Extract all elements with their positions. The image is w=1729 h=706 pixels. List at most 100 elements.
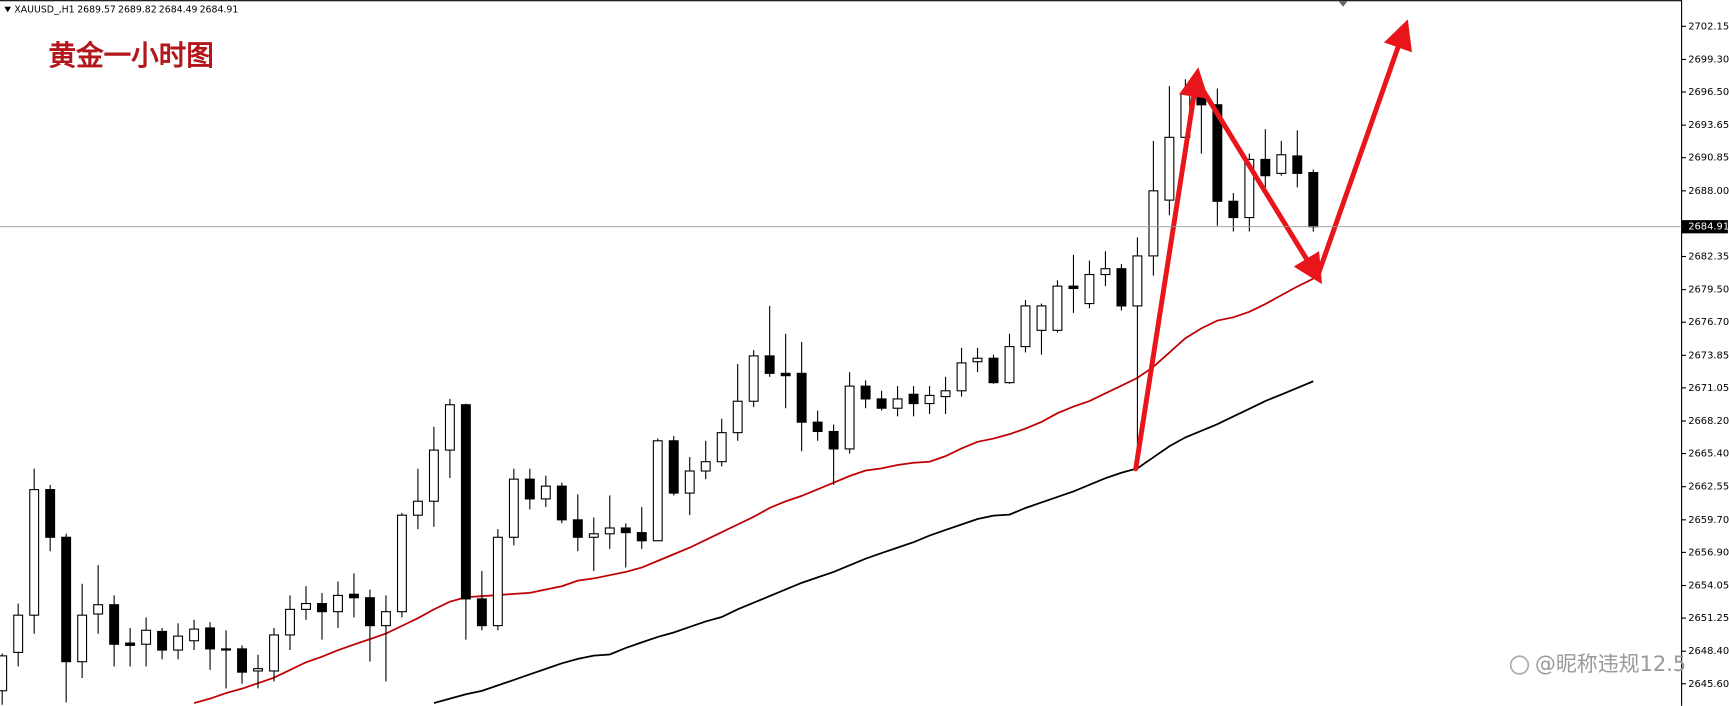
candle-body	[1020, 305, 1031, 348]
candle-body	[333, 594, 343, 613]
candle-body	[253, 668, 263, 672]
y-tick-label: 2668.20	[1688, 416, 1729, 427]
candle-body	[173, 635, 184, 651]
y-tick-label: 2651.25	[1688, 613, 1729, 624]
candle-body	[796, 372, 807, 423]
candle-body	[396, 514, 407, 613]
candle-body	[1036, 305, 1047, 331]
moving-average	[433, 380, 1314, 704]
y-tick-label: 2654.05	[1688, 581, 1729, 592]
candle-body	[77, 614, 88, 663]
candle-body	[61, 536, 72, 663]
candle-body	[956, 362, 967, 392]
candle-body	[221, 648, 232, 651]
current-price-label: 2684.91	[1688, 222, 1729, 233]
candle-body	[860, 385, 871, 400]
candle-body	[1244, 158, 1255, 219]
candle-body	[700, 461, 711, 472]
header-value: 2684.49	[159, 5, 198, 16]
header-arrow	[4, 6, 12, 13]
candle-body	[412, 500, 423, 516]
watermark-icon	[1509, 655, 1530, 675]
candle-body	[1164, 136, 1175, 201]
candle-body	[540, 485, 551, 500]
y-tick-label: 2688.00	[1688, 186, 1729, 197]
header-value: 2684.91	[200, 5, 239, 16]
candle-body	[668, 440, 679, 494]
arrow	[1133, 67, 1209, 472]
candle-body	[1308, 172, 1319, 228]
candle-body	[269, 634, 279, 672]
y-tick-label: 2662.55	[1688, 482, 1729, 493]
candle-body	[764, 355, 775, 374]
plot-area	[0, 79, 1319, 705]
candle-body	[1212, 104, 1223, 202]
candle-body	[1132, 255, 1143, 307]
candle-body	[301, 602, 311, 610]
candle-body	[684, 470, 695, 494]
candle-body	[748, 355, 759, 402]
candle-body	[876, 398, 887, 409]
candle-body	[444, 404, 455, 451]
candle-body	[1228, 200, 1239, 219]
candle-body	[1068, 285, 1079, 290]
candle-body	[1148, 190, 1159, 257]
candle-body	[1084, 273, 1095, 305]
candle-body	[556, 485, 567, 521]
candle-body	[0, 655, 8, 692]
candle-body	[364, 597, 375, 627]
y-tick-label: 2659.70	[1688, 515, 1729, 526]
candle-body	[1260, 158, 1271, 177]
y-tick-label: 2682.35	[1688, 252, 1729, 263]
y-tick-label: 2702.15	[1688, 21, 1729, 32]
candle-body	[348, 593, 359, 599]
candle-body	[972, 357, 983, 363]
candle-body	[844, 385, 855, 450]
candle-body	[93, 604, 104, 615]
candle-body	[780, 372, 791, 377]
y-tick-label: 2648.40	[1688, 646, 1729, 657]
candle-body	[157, 630, 168, 651]
candle-body	[492, 536, 503, 627]
symbol: XAUUSD_,H1	[14, 5, 74, 16]
candle-body	[1116, 268, 1127, 307]
candle-body	[1100, 268, 1111, 276]
candle-body	[205, 627, 216, 650]
candle-body	[1276, 154, 1287, 174]
candle-body	[237, 648, 247, 673]
y-tick-label: 2699.30	[1688, 54, 1729, 65]
y-tick-label: 2673.85	[1688, 350, 1729, 361]
candle-body	[716, 432, 727, 463]
candle-body	[1292, 155, 1303, 174]
watermark: @昵称违规12.5	[1509, 652, 1686, 676]
y-tick-label: 2676.70	[1688, 317, 1729, 328]
candle-body	[380, 611, 391, 627]
y-tick-label: 2693.65	[1688, 120, 1729, 131]
y-tick-label: 2696.50	[1688, 87, 1729, 98]
candle-body	[988, 357, 999, 384]
y-tick-label: 2656.90	[1688, 547, 1729, 558]
candle-body	[652, 440, 663, 542]
header-value: 2689.57	[77, 5, 116, 16]
y-tick-label: 2671.05	[1688, 383, 1729, 394]
candle-body	[1052, 285, 1063, 331]
arrow	[1315, 19, 1412, 279]
candle-body	[29, 489, 40, 616]
candle-body	[924, 394, 935, 405]
candle-body	[636, 532, 647, 542]
candle-body	[908, 393, 919, 405]
candle-body	[572, 519, 583, 538]
y-tick-label: 2665.40	[1688, 449, 1729, 460]
candle-body	[13, 614, 24, 653]
candle-body	[1004, 346, 1015, 384]
candle-body	[828, 430, 839, 450]
candle-body	[460, 404, 471, 600]
candle-body	[428, 449, 439, 502]
candle-body	[141, 629, 152, 645]
candle-body	[189, 628, 200, 642]
candle-body	[620, 527, 631, 534]
candle-body	[812, 421, 823, 433]
arrow	[1193, 77, 1322, 285]
